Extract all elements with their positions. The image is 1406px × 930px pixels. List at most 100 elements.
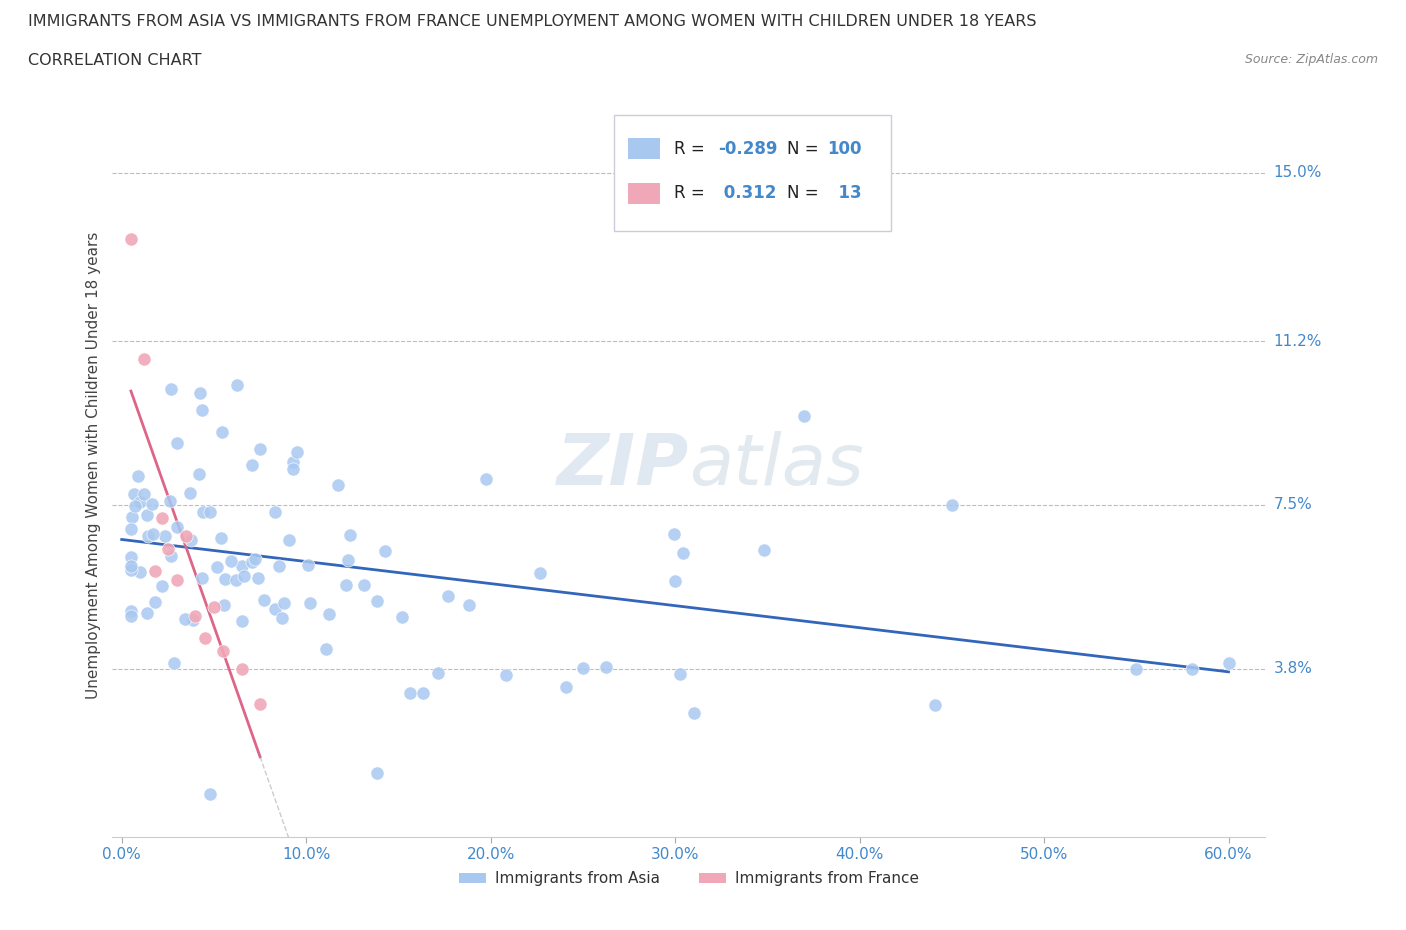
Point (184, 608, 207, 623)
Point (669, 666, 692, 681)
Point (253, 592, 276, 607)
Point (219, 553, 242, 568)
Text: R =: R = (673, 184, 710, 203)
Point (249, 442, 271, 457)
Point (793, 409, 815, 424)
Point (124, 498, 146, 513)
Point (269, 559, 291, 574)
Point (207, 560, 229, 575)
Point (664, 526, 686, 541)
Point (924, 698, 946, 712)
Point (475, 472, 498, 486)
Point (281, 461, 304, 476)
Point (120, 559, 142, 574)
Point (188, 386, 211, 401)
Text: Source: ZipAtlas.com: Source: ZipAtlas.com (1244, 53, 1378, 66)
Point (529, 565, 551, 580)
Point (264, 602, 287, 617)
Point (127, 469, 149, 484)
Point (121, 510, 143, 525)
Point (180, 533, 202, 548)
Point (555, 680, 578, 695)
Point (231, 613, 253, 628)
Point (129, 494, 152, 509)
Point (246, 570, 269, 585)
FancyBboxPatch shape (614, 115, 891, 231)
Point (143, 564, 166, 578)
Point (179, 486, 201, 501)
Point (366, 594, 388, 609)
Point (249, 697, 271, 711)
Point (427, 666, 450, 681)
Text: -0.289: -0.289 (718, 140, 778, 158)
Point (145, 594, 167, 609)
Text: 11.2%: 11.2% (1274, 334, 1322, 349)
Point (128, 565, 150, 579)
Point (212, 644, 235, 658)
Point (174, 528, 197, 543)
Point (277, 533, 299, 548)
Point (166, 520, 188, 535)
Point (682, 706, 704, 721)
Point (159, 494, 181, 509)
Point (595, 659, 617, 674)
Point (211, 425, 233, 440)
Point (271, 610, 294, 625)
Point (136, 528, 159, 543)
Point (136, 605, 159, 620)
Point (572, 660, 595, 675)
Point (155, 528, 177, 543)
Point (191, 403, 214, 418)
Point (353, 578, 375, 592)
Point (231, 661, 253, 676)
Point (495, 668, 517, 683)
Point (194, 631, 217, 645)
Point (120, 521, 142, 536)
Point (120, 604, 142, 618)
Point (200, 504, 222, 519)
Text: 0.312: 0.312 (718, 184, 776, 203)
Text: N =: N = (787, 184, 824, 203)
Point (166, 436, 188, 451)
Point (398, 685, 420, 700)
Point (174, 612, 197, 627)
FancyBboxPatch shape (628, 139, 661, 159)
Text: ZIP: ZIP (557, 431, 689, 499)
Point (160, 381, 183, 396)
Point (181, 612, 204, 627)
Point (437, 589, 460, 604)
Text: 7.5%: 7.5% (1274, 498, 1312, 512)
Point (412, 685, 434, 700)
Text: 100: 100 (827, 140, 862, 158)
Point (200, 787, 222, 802)
Point (120, 232, 142, 246)
Point (231, 558, 253, 573)
Point (366, 765, 388, 780)
Point (141, 497, 163, 512)
Text: 3.8%: 3.8% (1274, 661, 1313, 676)
Point (226, 378, 249, 392)
Point (120, 563, 142, 578)
Point (458, 597, 481, 612)
Point (233, 568, 256, 583)
Point (273, 595, 295, 610)
Point (315, 642, 337, 657)
Point (281, 455, 304, 470)
Point (150, 511, 173, 525)
Point (339, 527, 361, 542)
FancyBboxPatch shape (628, 183, 661, 204)
Point (120, 550, 142, 565)
Point (132, 352, 155, 366)
Point (752, 542, 775, 557)
Point (202, 599, 225, 614)
Point (941, 498, 963, 512)
Point (243, 551, 266, 566)
Point (166, 573, 188, 588)
Point (297, 558, 319, 573)
Point (150, 578, 173, 593)
Point (672, 546, 695, 561)
Point (135, 508, 157, 523)
Text: IMMIGRANTS FROM ASIA VS IMMIGRANTS FROM FRANCE UNEMPLOYMENT AMONG WOMEN WITH CHI: IMMIGRANTS FROM ASIA VS IMMIGRANTS FROM … (28, 14, 1036, 29)
Point (1125, 661, 1147, 676)
Text: R =: R = (673, 140, 710, 158)
